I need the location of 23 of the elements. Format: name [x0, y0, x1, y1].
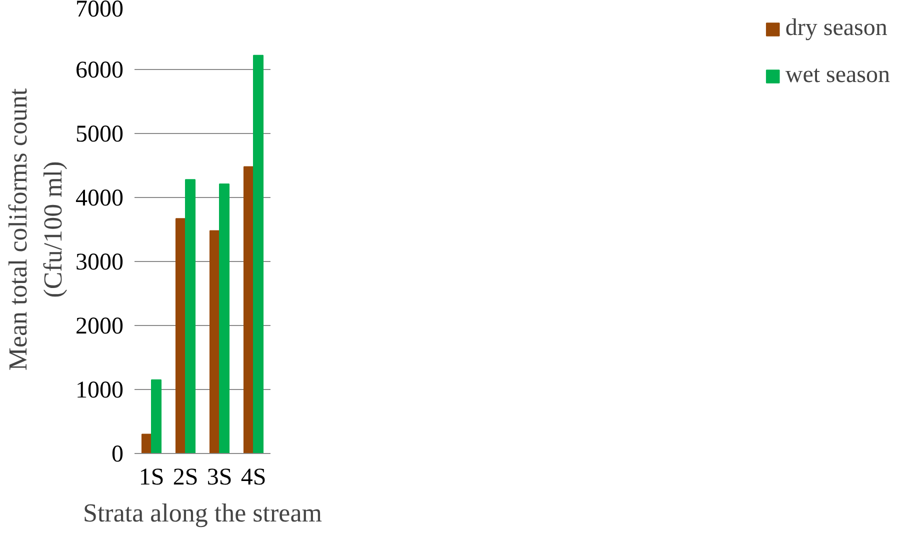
y-tick-label: 6000 [76, 58, 124, 84]
x-axis-title: Strata along the stream [83, 498, 322, 528]
y-tick-label: 2000 [76, 314, 124, 340]
bar [219, 184, 230, 454]
y-tick-label: 1000 [76, 378, 124, 404]
x-tick-label: 3S [206, 464, 232, 490]
bar [151, 379, 162, 454]
bar [209, 230, 220, 454]
legend-label: wet season [785, 62, 890, 89]
bar [185, 179, 196, 454]
x-tick-label: 2S [172, 464, 198, 490]
bar [175, 218, 186, 454]
y-tick-label: 3000 [76, 250, 124, 276]
y-tick-label: 4000 [76, 186, 124, 212]
x-tick-label: 4S [240, 464, 266, 490]
y-axis-title: Mean total coliforms count (Cfu/100 ml) [4, 88, 68, 371]
bar [243, 166, 254, 454]
y-tick-label: 7000 [76, 0, 124, 22]
y-tick-label: 0 [112, 442, 124, 468]
x-tick-label: 1S [138, 464, 164, 490]
bar [253, 54, 264, 454]
legend-label: dry season [785, 15, 888, 42]
y-tick-label: 5000 [76, 122, 124, 148]
